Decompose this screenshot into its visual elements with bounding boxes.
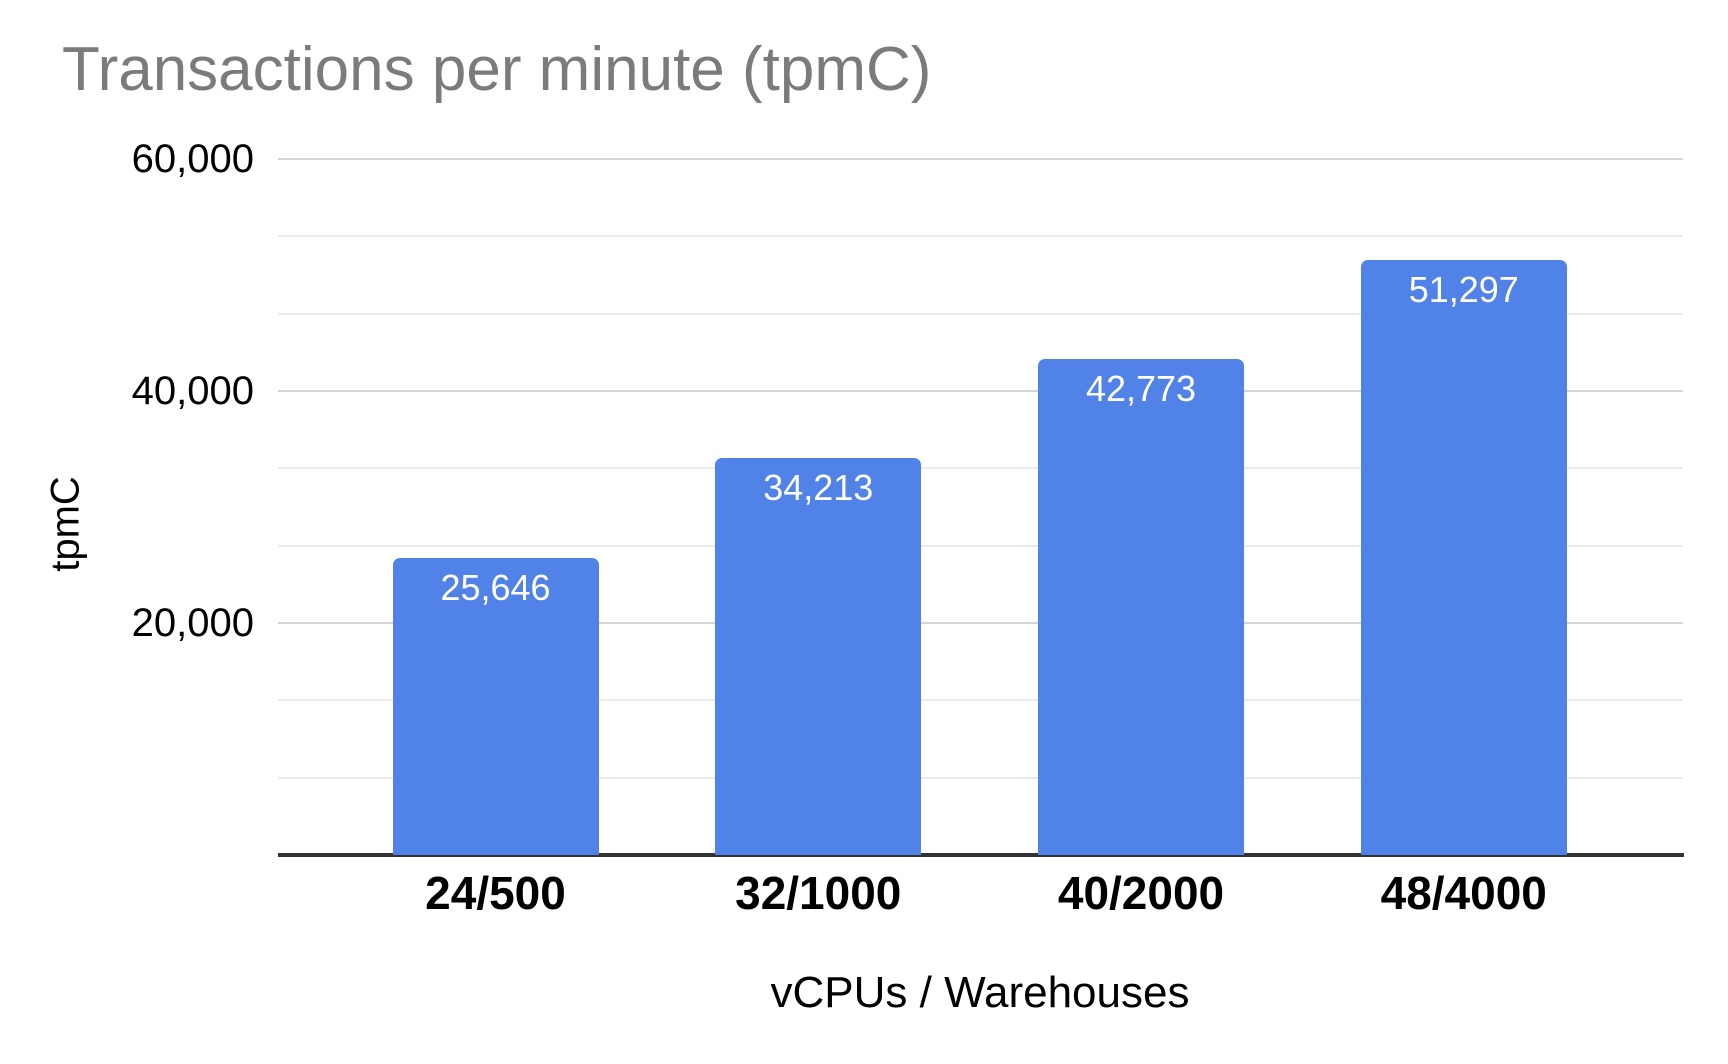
x-axis-title: vCPUs / Warehouses [770,968,1190,1017]
gridline-major [278,158,1683,160]
gridline-major [278,390,1683,392]
bar-32-1000: 34,213 [715,458,922,855]
y-tick-label: 20,000 [131,601,254,645]
bar-value-label: 25,646 [440,566,551,608]
x-axis-line [278,853,1684,857]
y-tick-label: 60,000 [131,137,254,181]
chart-title: Transactions per minute (tpmC) [62,35,932,104]
y-tick-label: 40,000 [131,369,254,413]
bar-48-4000: 51,297 [1360,259,1567,855]
bar-24-500: 25,646 [392,557,599,855]
y-axis-title: tpmC [43,476,88,572]
gridline-minor [278,235,1683,238]
gridline-minor [278,699,1683,702]
x-tick-label: 24/500 [425,867,566,919]
bar-value-label: 42,773 [1085,367,1197,409]
gridline-minor [278,467,1683,470]
x-tick-label: 32/1000 [735,867,902,919]
gridline-minor [278,544,1683,547]
bar-value-label: 34,213 [763,467,874,509]
x-tick-label: 48/4000 [1380,867,1547,919]
gridline-major [278,622,1683,624]
gridline-minor [278,776,1683,779]
x-tick-label: 40/2000 [1057,867,1225,919]
bar-40-2000: 42,773 [1038,358,1244,855]
gridline-minor [278,312,1683,315]
bar-value-label: 51,297 [1408,268,1519,310]
